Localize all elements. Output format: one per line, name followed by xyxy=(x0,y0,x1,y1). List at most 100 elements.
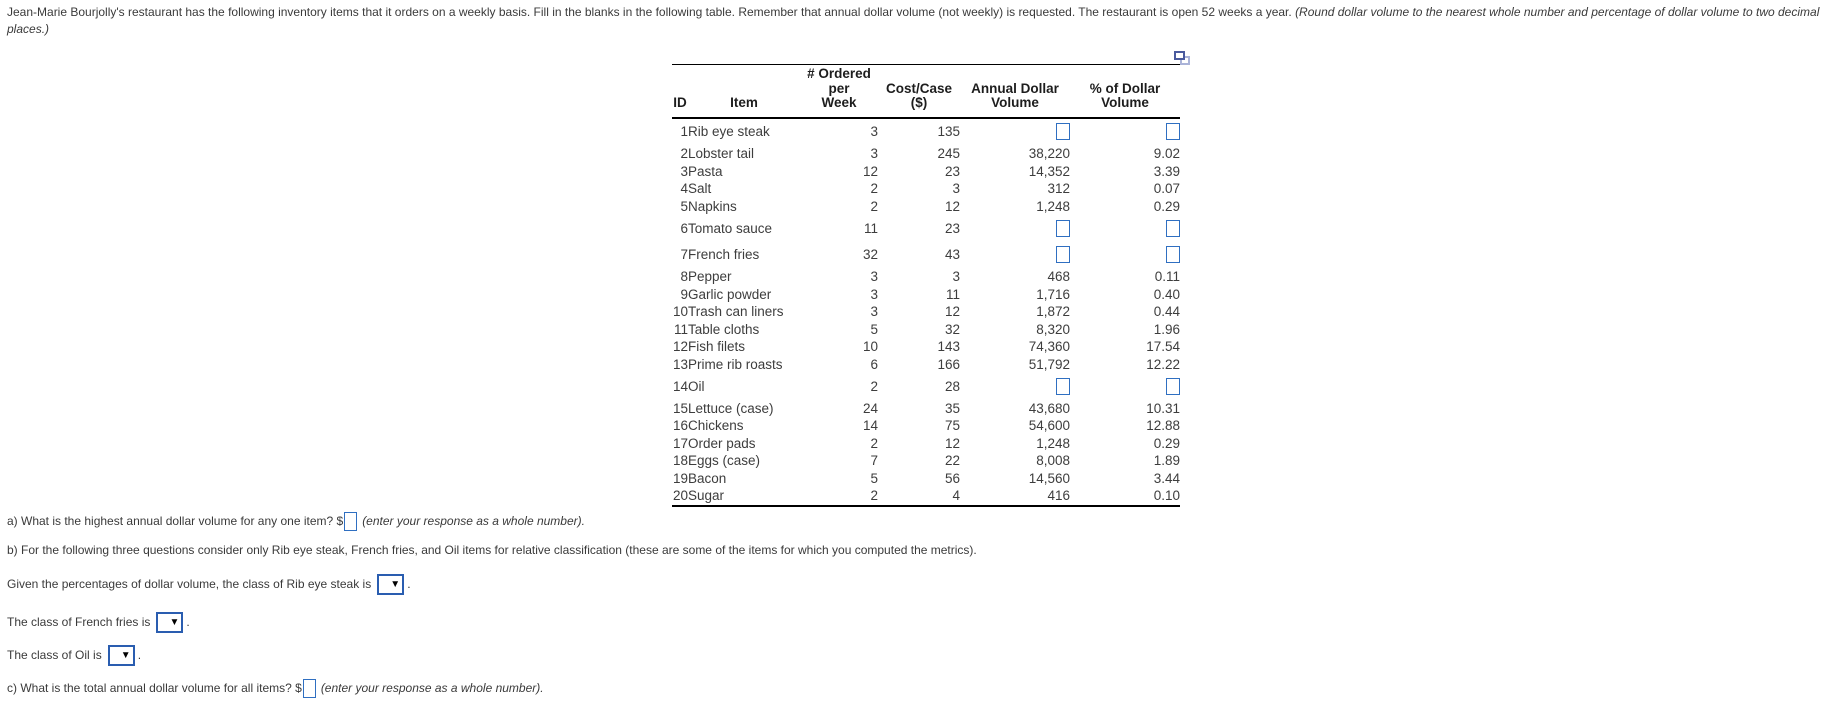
annual-dollar-volume-input[interactable] xyxy=(1056,377,1070,395)
ordered-per-week-cell: 3 xyxy=(870,269,878,285)
annual-dollar-volume-cell: 14,560 xyxy=(1028,470,1070,486)
cost-per-case-cell: 166 xyxy=(937,356,960,372)
item-name-cell: Tomato sauce xyxy=(688,220,773,236)
pct-dollar-volume-input[interactable] xyxy=(1166,219,1180,237)
cost-per-case-cell: 22 xyxy=(944,453,960,469)
row-id-cell: 9 xyxy=(680,286,688,302)
annual-dollar-volume-cell: 416 xyxy=(1047,488,1070,504)
ordered-per-week-cell: 10 xyxy=(862,339,878,355)
annual-dollar-volume-cell: 43,680 xyxy=(1028,400,1070,416)
inventory-table-container: ID Item # Ordered per Week Cost/Case ($) A… xyxy=(672,64,1180,507)
table-row: 18 Eggs (case) 7 22 8,008 1.89 xyxy=(672,452,1180,470)
row-id-cell: 13 xyxy=(672,356,688,372)
item-name-cell: Pepper xyxy=(688,269,732,285)
annual-dollar-volume-cell: 468 xyxy=(1047,269,1070,285)
frenchfries-class-dropdown[interactable]: ▼ xyxy=(156,612,184,633)
table-row: 14 Oil 2 28 xyxy=(672,373,1180,400)
pct-dollar-volume-cell: 1.96 xyxy=(1153,321,1180,337)
table-row: 5 Napkins 2 12 1,248 0.29 xyxy=(672,198,1180,216)
oil-class-dropdown[interactable]: ▼ xyxy=(107,645,135,666)
question-ribeye-class: Given the percentages of dollar volume, … xyxy=(7,574,411,595)
cost-per-case-cell: 12 xyxy=(944,304,960,320)
row-id-cell: 11 xyxy=(673,321,688,337)
annual-dollar-volume-input[interactable] xyxy=(1056,123,1070,141)
row-id-cell: 3 xyxy=(680,163,688,179)
annual-dollar-volume-cell xyxy=(960,215,1070,242)
cost-per-case-cell: 23 xyxy=(944,163,960,179)
item-name-cell: Sugar xyxy=(688,488,725,504)
question-c: c) What is the total annual dollar volum… xyxy=(7,679,544,698)
question-oil-class: The class of Oil is ▼. xyxy=(7,645,141,666)
ordered-per-week-cell: 6 xyxy=(870,356,878,372)
annual-dollar-volume-cell: 51,792 xyxy=(1028,356,1070,372)
cost-per-case-cell: 4 xyxy=(952,488,960,504)
popout-icon-back-square xyxy=(1180,56,1190,65)
popout-table-icon[interactable] xyxy=(1174,51,1190,65)
question-a-hint: (enter your response as a whole number). xyxy=(362,514,585,528)
row-id-cell: 2 xyxy=(680,146,688,162)
ordered-per-week-cell: 2 xyxy=(870,181,878,197)
question-oil-suffix: . xyxy=(137,648,142,662)
table-row: 11 Table cloths 5 32 8,320 1.96 xyxy=(672,321,1180,339)
annual-dollar-volume-cell: 8,008 xyxy=(1036,453,1070,469)
pct-dollar-volume-input[interactable] xyxy=(1166,246,1180,264)
pct-dollar-volume-cell: 0.29 xyxy=(1153,435,1180,451)
question-a-text: a) What is the highest annual dollar vol… xyxy=(7,514,344,528)
annual-dollar-volume-cell xyxy=(960,242,1070,269)
dropdown-caret-icon: ▼ xyxy=(120,649,131,661)
item-name-cell: Table cloths xyxy=(688,321,760,337)
col-header-ordered-per-week: # Ordered per Week xyxy=(800,64,878,119)
annual-dollar-volume-cell: 1,248 xyxy=(1036,435,1070,451)
annual-dollar-volume-cell xyxy=(960,373,1070,400)
table-header-row: ID Item # Ordered per Week Cost/Case ($) A… xyxy=(672,64,1180,119)
pct-dollar-volume-cell: 0.29 xyxy=(1153,198,1180,214)
annual-dollar-volume-input[interactable] xyxy=(1056,219,1070,237)
ordered-per-week-cell: 2 xyxy=(870,378,878,394)
problem-statement: Jean-Marie Bourjolly's restaurant has th… xyxy=(7,4,1840,38)
item-name-cell: Trash can liners xyxy=(688,304,784,320)
row-id-cell: 8 xyxy=(680,269,688,285)
row-id-cell: 6 xyxy=(680,220,688,236)
pct-dollar-volume-cell: 0.40 xyxy=(1153,286,1180,302)
ordered-per-week-cell: 3 xyxy=(870,304,878,320)
table-row: 15 Lettuce (case) 24 35 43,680 10.31 xyxy=(672,400,1180,418)
ribeye-class-dropdown[interactable]: ▼ xyxy=(377,574,405,595)
table-row: 7 French fries 32 43 xyxy=(672,242,1180,269)
annual-dollar-volume-cell: 54,600 xyxy=(1028,418,1070,434)
question-b: b) For the following three questions con… xyxy=(7,542,977,559)
pct-dollar-volume-input[interactable] xyxy=(1166,377,1180,395)
pct-dollar-volume-cell: 1.89 xyxy=(1153,453,1180,469)
item-name-cell: Pasta xyxy=(688,163,723,179)
cost-per-case-cell: 32 xyxy=(944,321,960,337)
pct-dollar-volume-cell: 10.31 xyxy=(1146,400,1180,416)
ordered-per-week-cell: 2 xyxy=(870,488,878,504)
question-oil-text: The class of Oil is xyxy=(7,648,102,662)
row-id-cell: 4 xyxy=(680,181,688,197)
table-row: 4 Salt 2 3 312 0.07 xyxy=(672,180,1180,198)
pct-dollar-volume-cell: 12.22 xyxy=(1146,356,1180,372)
problem-statement-text: Jean-Marie Bourjolly's restaurant has th… xyxy=(7,5,1296,19)
pct-dollar-volume-cell: 3.44 xyxy=(1153,470,1180,486)
annual-dollar-volume-input[interactable] xyxy=(1056,246,1070,264)
cost-per-case-cell: 75 xyxy=(944,418,960,434)
dropdown-caret-icon: ▼ xyxy=(169,616,180,628)
table-row: 10 Trash can liners 3 12 1,872 0.44 xyxy=(672,303,1180,321)
cost-per-case-cell: 28 xyxy=(944,378,960,394)
annual-dollar-volume-cell: 312 xyxy=(1047,181,1070,197)
cost-per-case-cell: 43 xyxy=(944,247,960,263)
pct-dollar-volume-input[interactable] xyxy=(1166,123,1180,141)
annual-dollar-volume-cell: 74,360 xyxy=(1028,339,1070,355)
pct-dollar-volume-cell: 0.07 xyxy=(1153,181,1180,197)
annual-dollar-volume-cell xyxy=(960,118,1070,146)
question-a-answer-input[interactable] xyxy=(344,512,358,531)
pct-dollar-volume-cell: 0.44 xyxy=(1153,304,1180,320)
col-header-annual-dollar-volume: Annual Dollar Volume xyxy=(960,64,1070,119)
ordered-per-week-cell: 3 xyxy=(870,286,878,302)
item-name-cell: Lobster tail xyxy=(688,146,755,162)
pct-dollar-volume-cell: 0.10 xyxy=(1153,488,1180,504)
annual-dollar-volume-cell: 14,352 xyxy=(1028,163,1070,179)
question-c-answer-input[interactable] xyxy=(302,679,316,698)
table-row: 6 Tomato sauce 11 23 xyxy=(672,215,1180,242)
pct-dollar-volume-cell xyxy=(1070,373,1180,400)
inventory-table-body: 1 Rib eye steak 3 135 2 Lobster tail 3 245 38,22… xyxy=(672,118,1180,506)
